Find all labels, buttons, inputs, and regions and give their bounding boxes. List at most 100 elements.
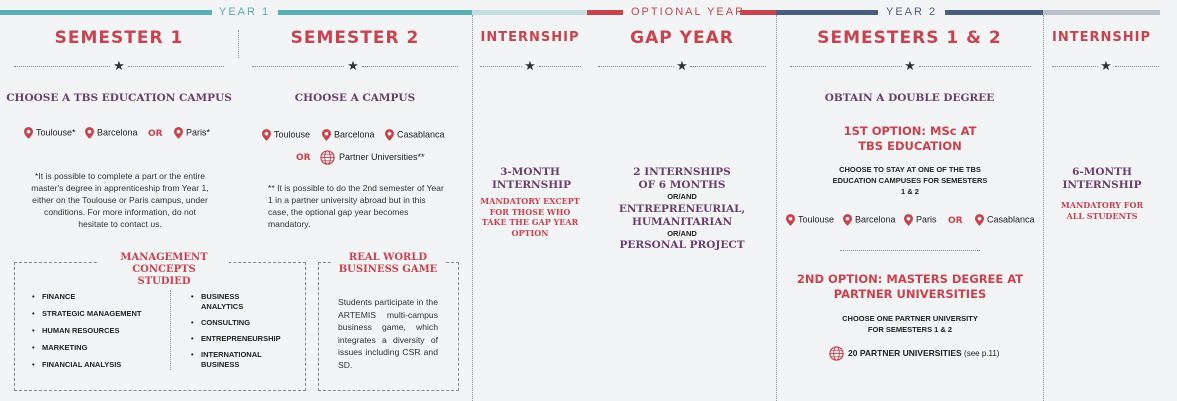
campus-paris: Paris* <box>174 127 210 139</box>
optional-bar-left <box>587 10 623 15</box>
location-pin-icon <box>174 127 183 139</box>
year2-bar-grey <box>1043 10 1160 15</box>
sep-line <box>128 66 224 67</box>
concept-item: FINANCE <box>42 292 75 302</box>
location-pin-icon <box>975 214 984 226</box>
internship2-heading: 6-MONTH INTERNSHIP <box>1062 166 1142 192</box>
concept-item: ENTREPRENEURSHIP <box>201 334 281 344</box>
concept-item: HUMAN RESOURCES <box>42 326 120 336</box>
concept-item: CONSULTING <box>201 318 250 328</box>
divider-gap <box>776 15 777 401</box>
campus-label: Toulouse <box>798 214 834 224</box>
sem1-subtitle: CHOOSE A TBS EDUCATION CAMPUS <box>0 92 238 105</box>
sep-line <box>598 66 674 67</box>
location-pin-icon <box>85 127 94 139</box>
campus-paris: Paris <box>904 214 937 226</box>
location-pin-icon <box>24 127 33 139</box>
location-pin-icon <box>843 214 852 226</box>
gap-or2: OR/AND <box>632 228 732 239</box>
campus-casablanca: Casablanca <box>975 214 1035 226</box>
year1-bar-right <box>278 10 472 15</box>
sem1-note: *It is possible to complete a part or th… <box>28 170 212 230</box>
sep-line <box>690 66 766 67</box>
campus-label: Casablanca <box>397 129 445 139</box>
gap-line3: PERSONAL PROJECT <box>610 239 754 252</box>
partner-label: Partner Universities** <box>339 152 425 162</box>
semester1-title: SEMESTER 1 <box>0 28 238 48</box>
option2-title: 2ND OPTION: MASTERS DEGREE AT PARTNER UN… <box>786 272 1034 302</box>
sem2-note: ** It is possible to do the 2nd semester… <box>268 182 446 230</box>
sep-line <box>790 66 902 67</box>
year2-bar-left <box>776 10 878 15</box>
sep-line <box>1052 66 1098 67</box>
or-label: OR <box>148 129 163 139</box>
sem34-subtitle: OBTAIN A DOUBLE DEGREE <box>776 92 1043 105</box>
partner-universities-count: 20 PARTNER UNIVERSITIES (see p.11) <box>829 346 999 361</box>
business-game-text: Students participate in the ARTEMIS mult… <box>338 296 438 371</box>
internship1-note: MANDATORY EXCEPT FOR THOSE WHO TAKE THE … <box>480 196 580 238</box>
campus-barcelona: Barcelona <box>85 127 138 139</box>
sep-line <box>362 66 458 67</box>
campus-label: Barcelona <box>97 127 138 137</box>
sep-line <box>539 66 581 67</box>
internship1-heading: 3-MONTH INTERNSHIP <box>492 166 568 192</box>
gap-line1: 2 INTERNSHIPS OF 6 MONTHS <box>630 166 734 192</box>
concepts-divider <box>170 290 171 370</box>
star-icon: ★ <box>675 58 689 74</box>
year1-label: YEAR 1 <box>213 6 276 18</box>
year2-label: YEAR 2 <box>880 6 943 18</box>
business-game-title: REAL WORLD BUSINESS GAME <box>332 252 444 276</box>
campus-label: Barcelona <box>855 214 896 224</box>
concept-item: BUSINESS ANALYTICS <box>201 292 271 312</box>
gap-or1: OR/AND <box>632 191 732 202</box>
optional-bar-right <box>740 10 776 15</box>
or-label: OR <box>948 216 963 226</box>
location-pin-icon <box>904 214 913 226</box>
campus-toulouse: Toulouse* <box>24 127 76 139</box>
location-pin-icon <box>262 129 271 141</box>
globe-icon <box>320 150 335 165</box>
partners-label: 20 PARTNER UNIVERSITIES <box>848 348 962 358</box>
campus-label: Paris* <box>186 127 210 137</box>
gap-line2: ENTREPRENEURIAL, HUMANITARIAN <box>610 203 754 229</box>
partners-page-ref: (see p.11) <box>964 349 999 358</box>
divider-year2 <box>1043 15 1044 401</box>
internship2-note: MANDATORY FOR ALL STUDENTS <box>1054 200 1150 221</box>
optional-year-label: OPTIONAL YEAR <box>625 6 751 18</box>
partner-universities: Partner Universities** <box>320 150 425 165</box>
divider-sem1-sem2 <box>238 30 239 58</box>
options-separator <box>840 250 980 251</box>
option2-note: CHOOSE ONE PARTNER UNIVERSITY FOR SEMEST… <box>836 313 984 335</box>
or-label: OR <box>296 153 311 163</box>
concept-item: INTERNATIONAL BUSINESS <box>201 350 271 370</box>
concepts-title: MANAGEMENT CONCEPTS STUDIED <box>99 252 229 288</box>
star-icon: ★ <box>903 58 917 74</box>
year1-bar-light <box>472 10 587 15</box>
campus-casablanca: Casablanca <box>385 129 445 141</box>
location-pin-icon <box>322 129 331 141</box>
gap-year-title: GAP YEAR <box>588 28 776 48</box>
star-icon: ★ <box>1099 58 1113 74</box>
campus-label: Barcelona <box>334 129 375 139</box>
sep-line <box>252 66 344 67</box>
campus-label: Toulouse* <box>36 127 76 137</box>
campus-label: Toulouse <box>274 129 310 139</box>
year1-bar-left <box>0 10 212 15</box>
campus-barcelona: Barcelona <box>843 214 896 226</box>
star-icon: ★ <box>523 58 537 74</box>
location-pin-icon <box>786 214 795 226</box>
option1-title: 1ST OPTION: MSc AT TBS EDUCATION <box>838 124 982 154</box>
campus-label: Casablanca <box>987 214 1035 224</box>
star-icon: ★ <box>346 58 360 74</box>
sep-line <box>14 66 110 67</box>
campus-toulouse: Toulouse <box>262 129 310 141</box>
concept-item: STRATEGIC MANAGEMENT <box>42 309 141 319</box>
concept-item: FINANCIAL ANALYSIS <box>42 360 121 370</box>
location-pin-icon <box>385 129 394 141</box>
sem2-subtitle: CHOOSE A CAMPUS <box>238 92 472 105</box>
semesters-1-2-title: SEMESTERS 1 & 2 <box>776 28 1043 48</box>
divider-year1 <box>472 15 473 401</box>
internship2-title: INTERNSHIP <box>1043 30 1160 45</box>
campus-toulouse: Toulouse <box>786 214 834 226</box>
sep-line <box>480 66 522 67</box>
